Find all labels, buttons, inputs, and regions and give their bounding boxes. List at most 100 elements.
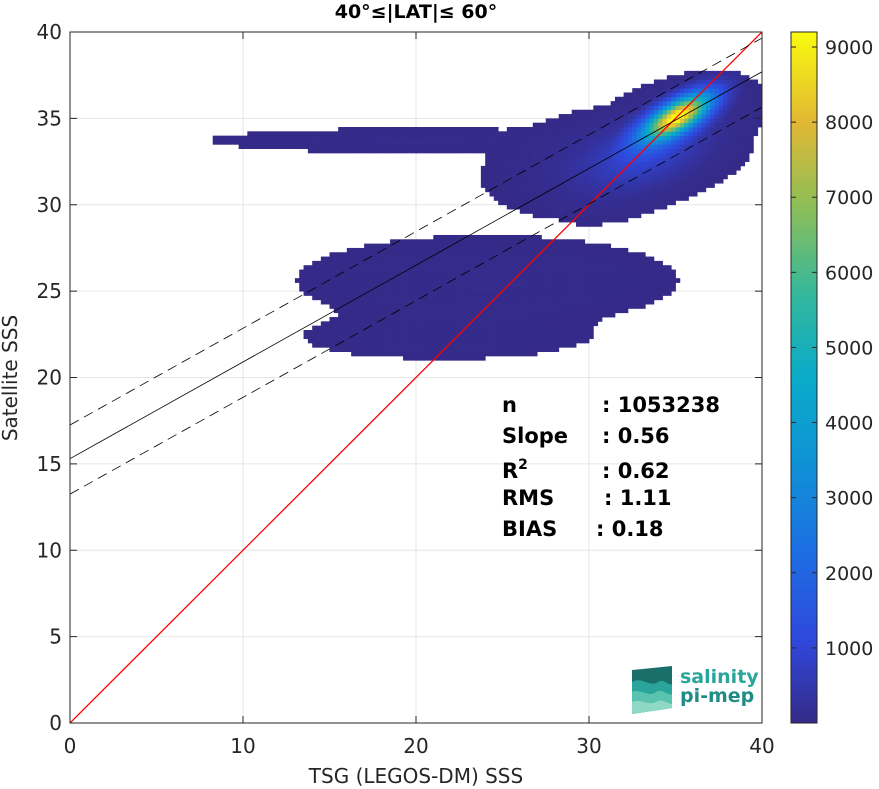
density-cell [424, 282, 430, 288]
density-cell [480, 325, 486, 331]
density-cell [545, 144, 551, 150]
density-cell [684, 148, 689, 154]
density-cell [403, 308, 408, 314]
density-cell [407, 239, 413, 245]
density-cell [463, 239, 469, 245]
density-cell [519, 278, 525, 283]
density-cell [342, 299, 348, 305]
density-cell [723, 75, 728, 80]
density-cell [407, 317, 413, 322]
density-cell [580, 252, 586, 257]
density-cell [710, 183, 715, 188]
density-cell [493, 334, 499, 340]
density-cell [601, 278, 607, 283]
density-cell [701, 105, 707, 111]
density-cell [571, 252, 577, 257]
density-cell [601, 109, 607, 115]
density-cell [614, 278, 620, 283]
stat-value: : 1.11 [604, 486, 672, 510]
density-cell [476, 355, 482, 361]
density-cell [519, 127, 525, 132]
density-cell [649, 122, 655, 128]
density-cell [498, 170, 503, 175]
density-cell [351, 135, 356, 141]
density-cell [476, 295, 482, 301]
density-cell [541, 317, 547, 322]
density-cell [351, 131, 356, 137]
density-cell [658, 278, 663, 283]
density-cell [740, 152, 746, 158]
density-cell [576, 317, 581, 322]
density-cell [649, 291, 655, 296]
density-cell [580, 139, 586, 145]
density-cell [524, 243, 529, 249]
density-cell [489, 278, 495, 283]
density-cell [571, 334, 577, 340]
density-cell [528, 204, 534, 210]
density-cell [519, 243, 525, 249]
density-cell [597, 269, 603, 275]
density-cell [515, 317, 521, 322]
density-cell [558, 247, 564, 253]
density-cell [532, 295, 538, 301]
density-cell [528, 152, 534, 158]
density-cell [571, 131, 577, 137]
density-cell [666, 174, 672, 180]
density-cell [390, 334, 395, 340]
density-cell [606, 213, 612, 219]
density-cell [623, 152, 629, 158]
density-cell [329, 304, 335, 309]
density-cell [589, 127, 594, 132]
density-cell [441, 334, 447, 340]
density-cell [459, 304, 464, 309]
density-cell [545, 338, 551, 344]
density-cell [610, 291, 616, 296]
density-cell [558, 200, 564, 206]
density-cell [692, 131, 698, 137]
density-cell [619, 209, 624, 214]
density-cell [346, 282, 352, 288]
density-cell [545, 286, 551, 292]
density-cell [563, 161, 568, 167]
density-cell [580, 325, 586, 331]
density-cell [411, 325, 417, 331]
density-cell [454, 299, 460, 305]
density-cell [584, 325, 590, 331]
density-cell [485, 286, 490, 292]
density-cell [627, 118, 633, 124]
density-cell [416, 329, 421, 335]
density-cell [563, 170, 568, 175]
density-cell [519, 338, 525, 344]
density-cell [467, 308, 473, 314]
density-cell [377, 148, 382, 154]
density-cell [359, 325, 365, 331]
density-cell [416, 265, 421, 270]
density-cell [506, 174, 512, 180]
density-cell [515, 334, 521, 340]
y-tick-label: 10 [37, 538, 62, 562]
density-cell [511, 127, 516, 132]
density-cell [476, 304, 482, 309]
density-cell [623, 304, 629, 309]
density-cell [697, 105, 702, 111]
density-cell [640, 174, 646, 180]
density-cell [532, 247, 538, 253]
density-cell [450, 239, 456, 245]
density-cell [351, 252, 356, 257]
density-cell [506, 239, 512, 245]
density-cell [684, 191, 689, 197]
density-cell [511, 347, 516, 352]
density-cell [511, 234, 516, 240]
density-cell [472, 243, 477, 249]
density-cell [558, 321, 564, 327]
density-cell [593, 209, 599, 214]
density-cell [653, 92, 659, 98]
density-cell [377, 347, 382, 352]
density-cell [623, 183, 629, 188]
density-cell [653, 131, 659, 137]
density-cell [684, 109, 689, 115]
density-cell [502, 200, 508, 206]
density-cell [437, 338, 443, 344]
density-cell [632, 191, 637, 197]
density-cell [359, 342, 365, 348]
